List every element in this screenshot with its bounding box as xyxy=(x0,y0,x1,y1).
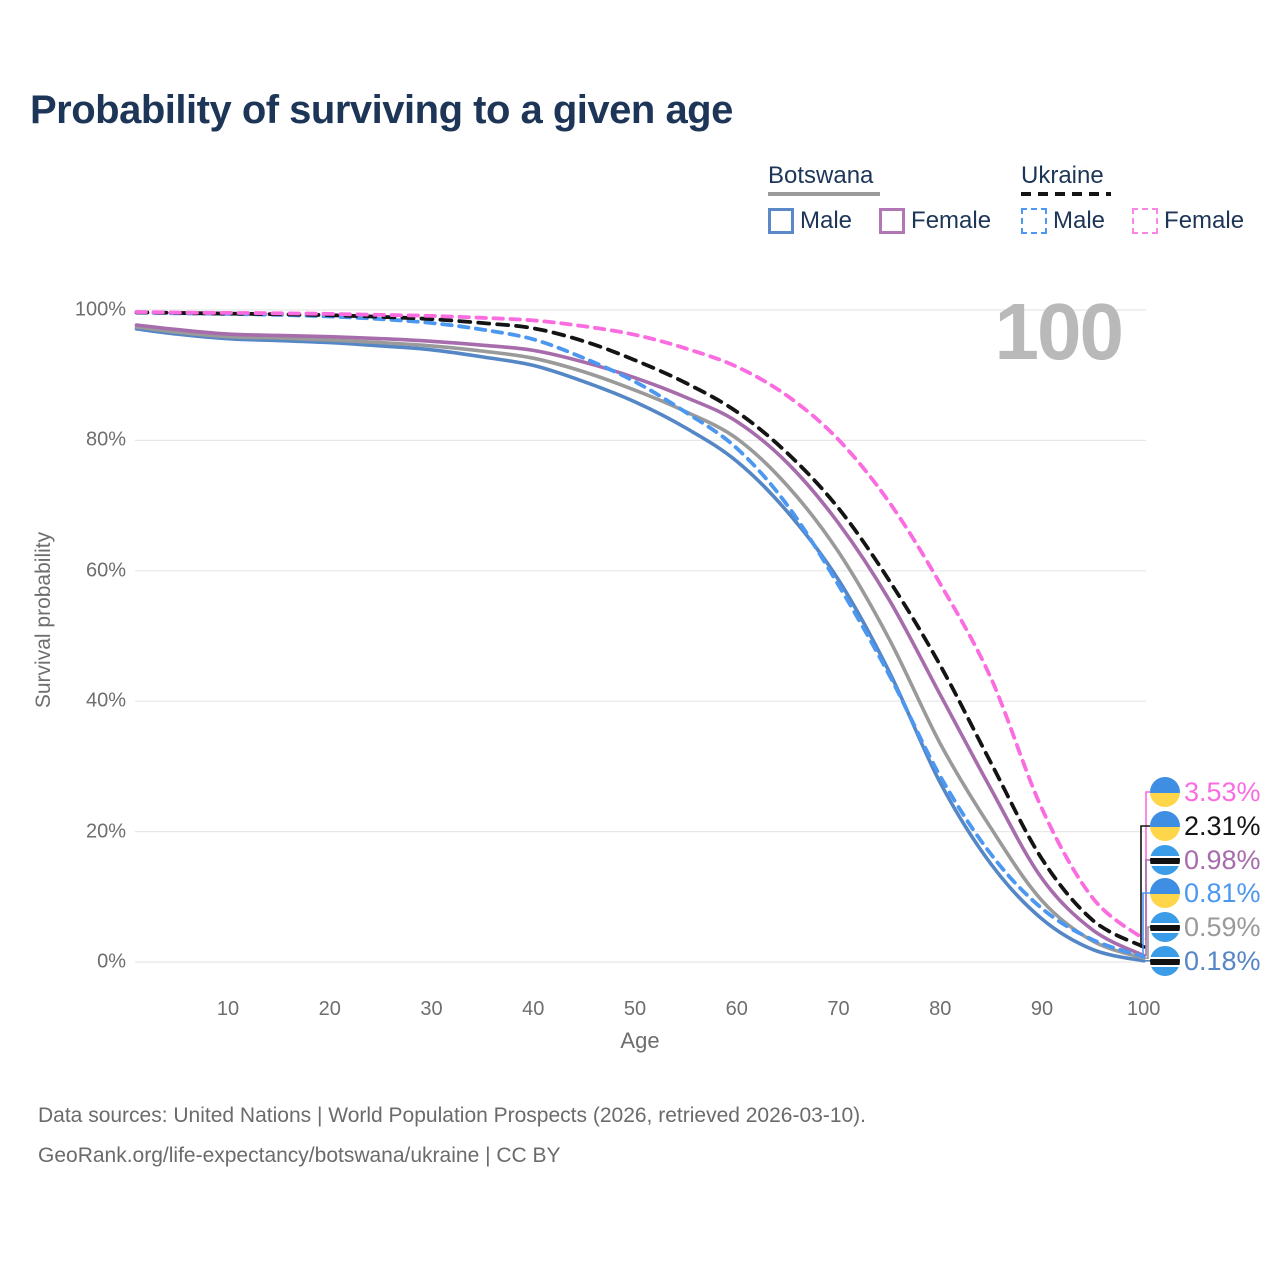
x-tick-label-10: 10 xyxy=(216,998,240,1020)
ukraine-flag-icon xyxy=(1150,777,1180,807)
series-end-value: 0.81% xyxy=(1184,878,1261,908)
x-tick-label-50: 50 xyxy=(623,998,647,1020)
legend-group-botswana: Botswana Male Female xyxy=(768,163,991,235)
end-connector-ukraine-male xyxy=(1142,892,1150,958)
series-end-value: 2.31% xyxy=(1184,811,1261,841)
series-end-label-ukraine[interactable]: 2.31% xyxy=(1150,809,1261,843)
curve-ukraine[interactable] xyxy=(134,310,1146,949)
series-end-value: 0.18% xyxy=(1184,946,1261,976)
x-tick-label-30: 30 xyxy=(420,998,443,1020)
legend-item-botswana-male[interactable]: Male xyxy=(768,207,852,235)
end-connector-botswana xyxy=(1144,926,1150,959)
legend-item-ukraine-female[interactable]: Female xyxy=(1132,207,1244,235)
footer-data-sources: Data sources: United Nations | World Pop… xyxy=(38,1104,867,1127)
legend-item-label: Female xyxy=(1164,207,1245,234)
x-tick-label-90: 90 xyxy=(1030,998,1054,1020)
series-end-value: 0.59% xyxy=(1184,912,1261,942)
y-tick-label-0: 0% xyxy=(97,950,126,973)
y-tick-label-80: 80% xyxy=(85,428,126,451)
legend-item-botswana-female[interactable]: Female xyxy=(879,207,991,235)
legend-item-label: Male xyxy=(1053,207,1106,234)
x-tick-label-80: 80 xyxy=(929,998,952,1020)
series-end-label-ukraine-female[interactable]: 3.53% xyxy=(1150,775,1261,809)
y-tick-label-20: 20% xyxy=(85,820,126,843)
botswana-flag-icon xyxy=(1150,912,1180,942)
age-watermark: 100 xyxy=(994,287,1124,376)
legend-country-ukraine[interactable]: Ukraine xyxy=(1021,162,1104,189)
legend-country-botswana[interactable]: Botswana xyxy=(768,162,874,189)
series-end-label-botswana[interactable]: 0.59% xyxy=(1150,910,1261,944)
series-end-label-ukraine-male[interactable]: 0.81% xyxy=(1150,876,1261,910)
x-tick-label-60: 60 xyxy=(725,998,748,1020)
series-end-value: 3.53% xyxy=(1184,777,1261,807)
legend-underline-ukraine-dashed xyxy=(1021,192,1111,196)
legend-item-label: Female xyxy=(911,207,992,234)
legend-item-label: Male xyxy=(800,207,853,234)
legend-item-ukraine-male[interactable]: Male xyxy=(1021,207,1105,235)
series-end-label-botswana-male[interactable]: 0.18% xyxy=(1150,944,1261,978)
x-tick-label-20: 20 xyxy=(318,998,341,1020)
ukraine-flag-icon xyxy=(1150,811,1180,841)
curve-botswana-female[interactable] xyxy=(134,323,1146,958)
legend-swatch-botswana-female xyxy=(879,208,906,234)
footer-url-license: GeoRank.org/life-expectancy/botswana/ukr… xyxy=(38,1144,561,1167)
series-end-value: 0.98% xyxy=(1184,845,1261,875)
legend-underline-botswana-solid xyxy=(768,192,880,196)
y-tick-label-40: 40% xyxy=(85,689,126,712)
legend-swatch-botswana-male xyxy=(768,208,794,234)
ukraine-flag-icon xyxy=(1150,878,1180,908)
footer: Data sources: United Nations | World Pop… xyxy=(38,1096,866,1176)
botswana-flag-icon xyxy=(1150,845,1180,875)
legend-swatch-ukraine-male xyxy=(1021,208,1047,234)
x-tick-label-40: 40 xyxy=(522,998,545,1020)
chart-title: Probability of surviving to a given age xyxy=(30,88,733,132)
series-end-label-botswana-female[interactable]: 0.98% xyxy=(1150,843,1261,877)
legend-group-ukraine: Ukraine Male Female xyxy=(1021,163,1244,235)
botswana-flag-icon xyxy=(1150,946,1180,976)
legend-swatch-ukraine-female xyxy=(1132,208,1159,234)
x-axis-title: Age xyxy=(620,1028,660,1053)
curve-botswana-male[interactable] xyxy=(134,327,1146,963)
curve-ukraine-female[interactable] xyxy=(134,310,1146,941)
curve-ukraine-male[interactable] xyxy=(134,310,1146,959)
x-tick-label-70: 70 xyxy=(827,998,850,1020)
y-tick-label-60: 60% xyxy=(85,559,126,582)
x-tick-label-100: 100 xyxy=(1127,998,1161,1020)
end-connector-botswana-female xyxy=(1144,859,1150,957)
y-tick-label-100: 100% xyxy=(74,298,126,321)
